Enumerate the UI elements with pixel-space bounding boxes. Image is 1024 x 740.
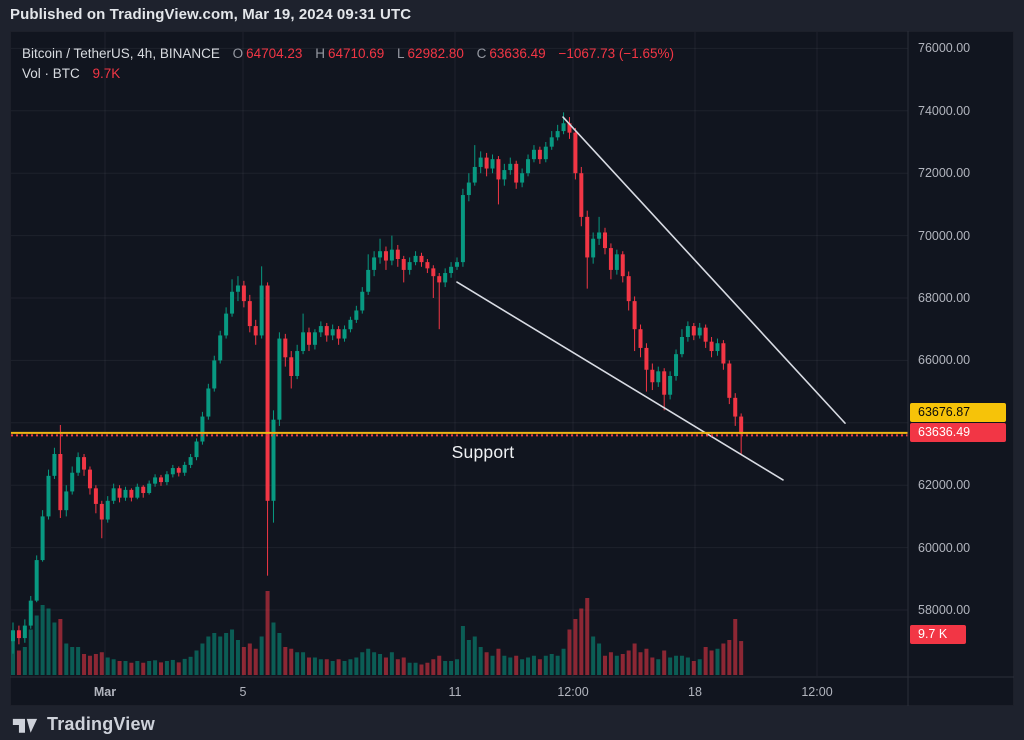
published-text: Published on TradingView.com, Mar 19, 20… — [10, 6, 412, 23]
price-axis-label: 68000.00 — [918, 291, 971, 305]
volume-histogram — [11, 591, 744, 675]
volume-badge: 9.7 K — [910, 625, 966, 644]
price-axis-label: 76000.00 — [918, 41, 971, 56]
open-label: O — [232, 46, 244, 61]
symbol-title: Bitcoin / TetherUS, 4h, BINANCE — [22, 46, 220, 61]
time-axis-label: 11 — [448, 685, 462, 699]
hline-price-badge: 63676.87 — [910, 403, 1006, 422]
price-axis-label: 72000.00 — [918, 166, 971, 181]
grid-lines — [11, 32, 908, 676]
candles — [11, 112, 744, 654]
time-axis-label: 12:00 — [557, 685, 589, 699]
footer-brand[interactable]: TradingView — [12, 714, 155, 735]
time-axis-label: 12:00 — [801, 685, 833, 699]
high-value: 64710.69 — [327, 46, 385, 61]
support-annotation-label: Support — [451, 442, 515, 462]
price-axis-label: 60000.00 — [918, 540, 971, 555]
chart-panel — [10, 31, 1014, 706]
close-value: 63636.49 — [489, 46, 546, 61]
published-bar: Published on TradingView.com, Mar 19, 20… — [10, 6, 411, 28]
volume-label: Vol · BTC — [22, 66, 80, 81]
price-axis-label: 66000.00 — [918, 353, 971, 368]
time-axis-label: 18 — [688, 685, 702, 699]
tradingview-logo-icon — [12, 718, 38, 733]
last-price-badge: 63636.49 — [910, 423, 1006, 442]
time-axis-label: Mar — [93, 685, 117, 699]
price-axis-label: 58000.00 — [918, 603, 971, 617]
high-label: H — [315, 46, 325, 61]
footer-brand-text: TradingView — [47, 714, 155, 734]
low-value: 62982.80 — [407, 46, 464, 61]
price-axis-label: 70000.00 — [918, 228, 971, 243]
time-axis-label: 5 — [239, 685, 247, 699]
legend-row-volume: Vol · BTC 9.7K — [22, 66, 123, 81]
trendline-wedge-upper — [562, 116, 846, 424]
open-value: 64704.23 — [246, 46, 303, 61]
price-axis-label: 62000.00 — [918, 478, 971, 493]
trendline-wedge-lower — [456, 281, 784, 481]
volume-value: 9.7K — [92, 66, 121, 81]
low-label: L — [397, 46, 405, 61]
legend-row-symbol: Bitcoin / TetherUS, 4h, BINANCE O 64704.2… — [22, 46, 677, 61]
close-label: C — [476, 46, 487, 61]
change-value: −1067.73 (−1.65%) — [558, 46, 675, 61]
price-axis-label: 74000.00 — [918, 103, 971, 118]
